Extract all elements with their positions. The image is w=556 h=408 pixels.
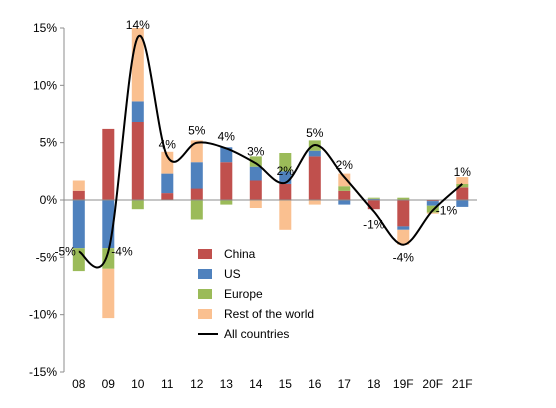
data-label: -5% xyxy=(54,245,76,259)
legend-label: All countries xyxy=(224,327,289,341)
bar-rest-of-the-world-08 xyxy=(72,180,85,191)
data-label: 14% xyxy=(126,18,150,32)
bar-china-11 xyxy=(161,193,174,200)
y-tick-label: 5% xyxy=(40,136,58,150)
bar-europe-10 xyxy=(131,200,144,210)
bar-rest-of-the-world-15 xyxy=(279,200,292,230)
bar-rest-of-the-world-14 xyxy=(249,200,262,208)
bar-china-18 xyxy=(367,200,380,210)
x-tick-label: 09 xyxy=(102,377,116,391)
bar-rest-of-the-world-16 xyxy=(308,200,321,205)
x-tick-label: 17 xyxy=(338,377,352,391)
bar-rest-of-the-world-09 xyxy=(102,268,115,319)
bar-europe-09 xyxy=(102,248,115,269)
bar-china-13 xyxy=(220,162,233,200)
bar-europe-19F xyxy=(397,197,410,200)
data-label: 4% xyxy=(159,137,177,151)
data-label: 2% xyxy=(336,158,354,172)
bar-us-12 xyxy=(190,162,203,189)
bar-china-08 xyxy=(72,190,85,200)
legend-swatch-china xyxy=(198,249,212,259)
bar-china-20F xyxy=(426,200,439,202)
data-label: -4% xyxy=(111,245,133,259)
x-tick-label: 18 xyxy=(367,377,381,391)
x-tick-label: 15 xyxy=(279,377,293,391)
data-label: 2% xyxy=(277,164,295,178)
bar-china-12 xyxy=(190,188,203,200)
bar-rest-of-the-world-12 xyxy=(190,140,203,163)
bar-china-16 xyxy=(308,156,321,200)
data-label: 3% xyxy=(247,144,265,158)
x-tick-label: 11 xyxy=(161,377,174,391)
bar-europe-18 xyxy=(367,197,380,199)
line-all-countries xyxy=(78,34,463,269)
bar-china-21F xyxy=(456,187,469,200)
bar-china-14 xyxy=(249,180,262,200)
data-label: 4% xyxy=(218,129,236,143)
x-tick-label: 08 xyxy=(72,377,86,391)
bar-china-09 xyxy=(102,128,115,200)
x-tick-label: 19F xyxy=(393,377,414,391)
x-tick-label: 14 xyxy=(249,377,263,391)
data-label: 1% xyxy=(454,165,472,179)
bar-us-10 xyxy=(131,101,144,122)
bar-china-15 xyxy=(279,183,292,200)
legend: China US Europe Rest of the world All countr… xyxy=(198,247,314,341)
line-layer xyxy=(78,34,463,269)
bar-rest-of-the-world-11 xyxy=(161,151,174,174)
y-tick-label: 15% xyxy=(33,21,57,35)
legend-label: Europe xyxy=(224,287,263,301)
bar-china-10 xyxy=(131,122,144,200)
bar-china-17 xyxy=(338,190,351,200)
bar-europe-12 xyxy=(190,200,203,220)
bar-rest-of-the-world-19F xyxy=(397,229,410,245)
y-tick-label: -5% xyxy=(36,250,58,264)
legend-label: US xyxy=(224,267,241,281)
bar-us-19F xyxy=(397,226,410,230)
y-tick-label: 10% xyxy=(33,78,57,92)
x-tick-label: 16 xyxy=(308,377,322,391)
bar-us-18 xyxy=(367,198,380,200)
data-labels-layer: -5% -4% 14% 4% 5% 4% 3% 2% 5% 2% -1% -4% -1% 1% xyxy=(54,18,471,265)
bar-rest-of-the-world-20F xyxy=(426,212,439,214)
x-tick-label: 13 xyxy=(220,377,234,391)
bar-us-13 xyxy=(220,147,233,163)
bar-europe-17 xyxy=(338,186,351,191)
bar-us-14 xyxy=(249,166,262,181)
data-label: -4% xyxy=(393,251,415,265)
bar-europe-13 xyxy=(220,200,233,205)
bar-us-20F xyxy=(426,201,439,206)
legend-label: Rest of the world xyxy=(224,307,314,321)
data-label: 5% xyxy=(188,124,206,138)
data-label: 5% xyxy=(306,126,324,140)
legend-label: China xyxy=(224,247,256,261)
bar-europe-15 xyxy=(279,153,292,172)
bar-us-21F xyxy=(456,200,469,207)
bar-us-11 xyxy=(161,173,174,194)
axes-layer: -15% -10% -5% 0% 5% 10% 15% 08 09 10 11 12 13 14 15 16 1… xyxy=(29,21,477,391)
x-tick-label: 20F xyxy=(422,377,443,391)
legend-swatch-us xyxy=(198,269,212,279)
bar-rest-of-the-world-21F xyxy=(456,177,469,184)
bar-us-08 xyxy=(72,200,85,249)
x-tick-label: 12 xyxy=(190,377,204,391)
bar-china-19F xyxy=(397,200,410,227)
data-label: -1% xyxy=(436,203,458,217)
bar-europe-21F xyxy=(456,183,469,188)
bar-us-16 xyxy=(308,150,321,157)
bar-rest-of-the-world-17 xyxy=(338,173,351,187)
bar-europe-14 xyxy=(249,156,262,167)
bar-us-17 xyxy=(338,200,351,205)
legend-swatch-europe xyxy=(198,289,212,299)
y-tick-label: -15% xyxy=(29,365,57,379)
x-tick-label: 21F xyxy=(452,377,473,391)
legend-swatch-rest-of-the-world xyxy=(198,309,212,319)
bars-layer xyxy=(72,28,469,319)
y-tick-label: -10% xyxy=(29,308,57,322)
y-tick-label: 0% xyxy=(40,193,58,207)
x-tick-label: 10 xyxy=(131,377,145,391)
data-label: -1% xyxy=(363,218,385,232)
